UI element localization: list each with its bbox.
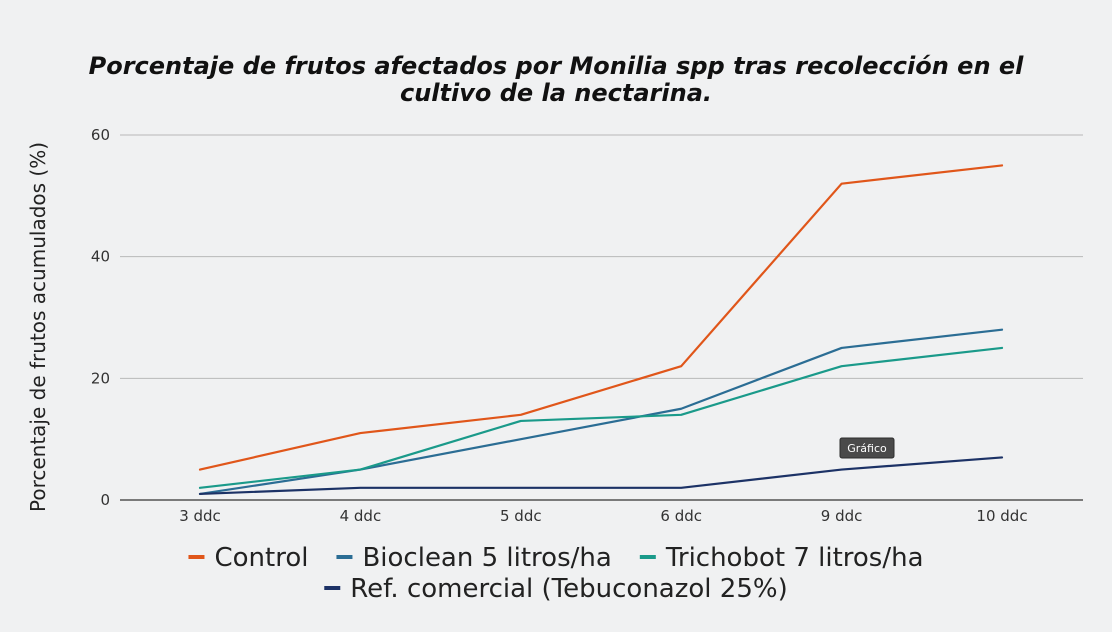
legend-swatch — [336, 555, 353, 559]
series-line — [198, 164, 1004, 471]
x-tick-label: 5 ddc — [500, 507, 542, 525]
y-tick-label: 60 — [91, 126, 110, 144]
x-axis-ticks: 3 ddc 4 ddc 5 ddc 6 ddc 9 ddc 10 ddc — [179, 507, 1027, 525]
legend-swatch — [324, 586, 341, 590]
series-lines — [198, 164, 1004, 496]
series-line — [198, 346, 1004, 489]
legend: Control Bioclean 5 litros/ha Trichobot 7 l… — [188, 543, 924, 604]
x-tick-label: 6 ddc — [660, 507, 702, 525]
series-line — [198, 328, 1004, 496]
chart-tooltip: Gráfico — [839, 437, 895, 459]
chart-title-line-2: cultivo de la nectarina. — [400, 79, 712, 107]
gridlines — [120, 134, 1083, 379]
x-tick-label: 10 ddc — [976, 507, 1027, 525]
tooltip-box — [839, 437, 895, 459]
x-tick-label: 3 ddc — [179, 507, 221, 525]
y-tick-label: 20 — [91, 369, 110, 387]
legend-label: Ref. comercial (Tebuconazol 25%) — [350, 574, 787, 604]
chart-title: Porcentaje de frutos afectados por Monil… — [89, 52, 1025, 107]
y-tick-label: 0 — [100, 491, 110, 509]
x-tick-label: 4 ddc — [340, 507, 382, 525]
legend-label: Trichobot 7 litros/ha — [665, 543, 924, 573]
y-axis-label: Porcentaje de frutos acumulados (%) — [26, 142, 50, 512]
tooltip-label: Gráfico — [847, 442, 887, 455]
chart-title-line-1: Porcentaje de frutos afectados por Monil… — [89, 52, 1025, 80]
y-tick-label: 40 — [91, 248, 110, 266]
legend-label: Control — [214, 543, 308, 573]
legend-swatch — [188, 555, 205, 559]
y-axis-ticks: 0 20 40 60 — [91, 126, 110, 509]
legend-label: Bioclean 5 litros/ha — [362, 543, 611, 573]
x-tick-label: 9 ddc — [821, 507, 863, 525]
series-line — [198, 456, 1004, 496]
legend-swatch — [639, 555, 656, 559]
